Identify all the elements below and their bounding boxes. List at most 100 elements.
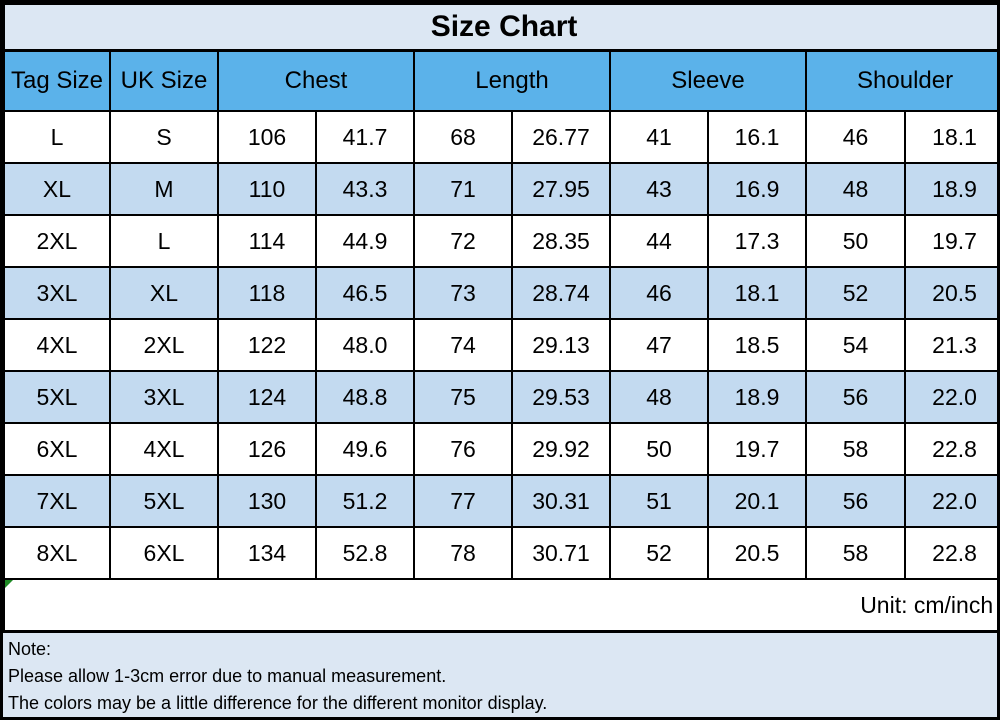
table-cell: 6XL xyxy=(3,422,111,476)
table-cell: 18.9 xyxy=(707,370,807,424)
table-cell: 78 xyxy=(413,526,513,580)
column-header-sleeve: Sleeve xyxy=(609,49,807,112)
table-cell: 122 xyxy=(217,318,317,372)
note-section: Note: Please allow 1-3cm error due to ma… xyxy=(3,633,997,717)
table-row: 7XL 5XL 130 51.2 77 30.31 51 20.1 56 22.0 xyxy=(3,474,997,528)
table-cell: 76 xyxy=(413,422,513,476)
table-cell: 4XL xyxy=(109,422,219,476)
header-row: Tag Size UK Size Chest Length Sleeve Sho… xyxy=(3,49,997,112)
table-cell: 73 xyxy=(413,266,513,320)
table-cell: 49.6 xyxy=(315,422,415,476)
table-cell: 48.0 xyxy=(315,318,415,372)
table-cell: 26.77 xyxy=(511,110,611,164)
table-cell: 46 xyxy=(609,266,709,320)
table-cell: 29.92 xyxy=(511,422,611,476)
table-cell: 16.1 xyxy=(707,110,807,164)
table-row: 3XL XL 118 46.5 73 28.74 46 18.1 52 20.5 xyxy=(3,266,997,320)
table-cell: 52 xyxy=(609,526,709,580)
table-cell: 50 xyxy=(609,422,709,476)
note-line-measurement: Please allow 1-3cm error due to manual m… xyxy=(8,666,447,686)
table-cell: 18.5 xyxy=(707,318,807,372)
table-cell: 124 xyxy=(217,370,317,424)
size-chart-table: Size Chart Tag Size UK Size Chest Length… xyxy=(3,3,997,633)
table-cell: 47 xyxy=(609,318,709,372)
table-row: 2XL L 114 44.9 72 28.35 44 17.3 50 19.7 xyxy=(3,214,997,268)
table-cell: XL xyxy=(3,162,111,216)
table-cell: 77 xyxy=(413,474,513,528)
table-cell: 56 xyxy=(805,370,906,424)
table-cell: 5XL xyxy=(3,370,111,424)
table-cell: 46 xyxy=(805,110,906,164)
table-cell: 21.3 xyxy=(903,318,997,372)
table-cell: 54 xyxy=(805,318,906,372)
table-row: XL M 110 43.3 71 27.95 43 16.9 48 18.9 xyxy=(3,162,997,216)
unit-row: Unit: cm/inch xyxy=(3,578,997,633)
table-cell: 28.35 xyxy=(511,214,611,268)
table-cell: 56 xyxy=(805,474,906,528)
table-cell: 48 xyxy=(609,370,709,424)
cell-corner-marker-icon xyxy=(6,580,13,588)
table-cell: S xyxy=(109,110,219,164)
table-cell: 22.0 xyxy=(903,474,997,528)
table-cell: 29.13 xyxy=(511,318,611,372)
table-cell: 118 xyxy=(217,266,317,320)
table-cell: 48 xyxy=(805,162,906,216)
table-cell: 2XL xyxy=(3,214,111,268)
table-cell: 3XL xyxy=(3,266,111,320)
table-cell: 27.95 xyxy=(511,162,611,216)
table-cell: 20.1 xyxy=(707,474,807,528)
table-cell: 50 xyxy=(805,214,906,268)
table-row: 6XL 4XL 126 49.6 76 29.92 50 19.7 58 22.8 xyxy=(3,422,997,476)
table-row: 5XL 3XL 124 48.8 75 29.53 48 18.9 56 22.0 xyxy=(3,370,997,424)
table-cell: 126 xyxy=(217,422,317,476)
table-cell: 7XL xyxy=(3,474,111,528)
table-cell: 114 xyxy=(217,214,317,268)
table-cell: 130 xyxy=(217,474,317,528)
note-heading: Note: xyxy=(8,639,52,659)
table-cell: 71 xyxy=(413,162,513,216)
table-cell: 18.1 xyxy=(707,266,807,320)
table-cell: 18.9 xyxy=(903,162,997,216)
table-cell: 68 xyxy=(413,110,513,164)
page-title: Size Chart xyxy=(3,3,997,52)
unit-cell: Unit: cm/inch xyxy=(3,578,997,633)
table-cell: 20.5 xyxy=(903,266,997,320)
table-cell: 48.8 xyxy=(315,370,415,424)
unit-label: Unit: cm/inch xyxy=(860,591,994,618)
table-cell: 30.31 xyxy=(511,474,611,528)
table-row: L S 106 41.7 68 26.77 41 16.1 46 18.1 xyxy=(3,110,997,164)
table-cell: 16.9 xyxy=(707,162,807,216)
table-cell: 6XL xyxy=(109,526,219,580)
table-cell: 110 xyxy=(217,162,317,216)
table-cell: 28.74 xyxy=(511,266,611,320)
column-header-uk-size: UK Size xyxy=(109,49,219,112)
table-cell: 29.53 xyxy=(511,370,611,424)
table-cell: 19.7 xyxy=(707,422,807,476)
table-cell: 52.8 xyxy=(315,526,415,580)
table-cell: 58 xyxy=(805,422,906,476)
table-cell: 3XL xyxy=(109,370,219,424)
table-cell: 51.2 xyxy=(315,474,415,528)
table-cell: 74 xyxy=(413,318,513,372)
table-cell: 20.5 xyxy=(707,526,807,580)
table-cell: 134 xyxy=(217,526,317,580)
table-cell: 106 xyxy=(217,110,317,164)
table-cell: 18.1 xyxy=(903,110,997,164)
table-cell: 43.3 xyxy=(315,162,415,216)
note-line-colors: The colors may be a little difference fo… xyxy=(8,693,548,713)
column-header-tag-size: Tag Size xyxy=(3,49,111,112)
table-cell: 5XL xyxy=(109,474,219,528)
table-cell: 41.7 xyxy=(315,110,415,164)
table-cell: 22.8 xyxy=(903,526,997,580)
table-cell: L xyxy=(3,110,111,164)
table-cell: 4XL xyxy=(3,318,111,372)
table-row: 8XL 6XL 134 52.8 78 30.71 52 20.5 58 22.8 xyxy=(3,526,997,580)
table-cell: 2XL xyxy=(109,318,219,372)
table-cell: 44.9 xyxy=(315,214,415,268)
table-cell: 46.5 xyxy=(315,266,415,320)
table-cell: 41 xyxy=(609,110,709,164)
title-row: Size Chart xyxy=(3,3,997,52)
table-cell: 52 xyxy=(805,266,906,320)
column-header-shoulder: Shoulder xyxy=(804,49,997,112)
